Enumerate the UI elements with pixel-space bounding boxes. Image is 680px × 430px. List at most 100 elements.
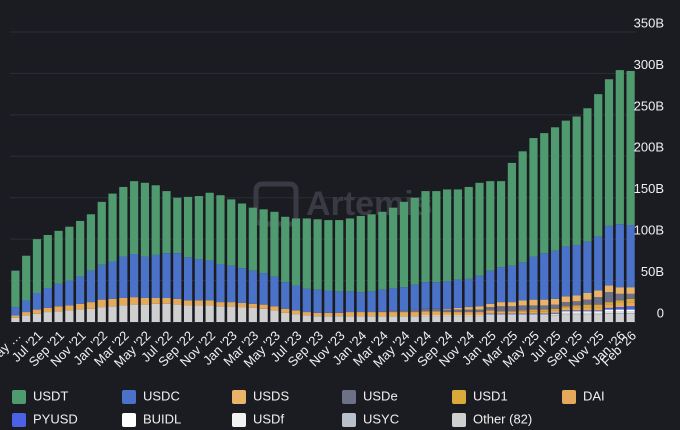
bar-segment [550,312,560,314]
bar-segment [486,303,495,308]
bar-segment [356,316,365,322]
bar-segment [97,201,106,265]
legend-label: PYUSD [33,411,78,426]
bar-segment [432,316,441,322]
bar-segment [583,307,592,311]
y-tick-label: 300B [634,57,664,72]
bar-segment [594,297,603,305]
bar-segment [464,309,473,313]
bar-segment [302,315,311,322]
bar-segment [529,256,538,300]
bar-segment [173,253,182,299]
bar-segment [583,304,592,308]
legend-label: USDC [143,388,180,403]
bar-segment [572,310,581,312]
bar-segment [615,311,624,313]
bar-segment [518,300,527,306]
bar-segment [486,315,495,322]
bar-segment [615,300,624,303]
bar-segment [237,203,247,269]
bar-segment [399,287,409,311]
bar-segment [216,195,225,264]
bar-segment [561,307,570,311]
bar-segment [540,299,549,306]
bar-segment [173,298,182,305]
bar-segment [615,293,624,301]
bar-segment [626,298,635,303]
bar-segment [86,214,96,271]
bar-segment [302,312,311,316]
bar-segment [583,299,592,305]
bar-segment [227,265,236,303]
bar-segment [464,316,473,322]
bar-segment [86,308,96,322]
bars [11,70,635,322]
bar-segment [583,310,592,312]
bar-segment [335,312,344,317]
bar-segment [291,218,301,286]
bar-segment [594,311,603,313]
bar-segment [464,186,473,279]
bar-segment [583,314,592,322]
bar-segment [604,311,614,313]
bar-segment [389,312,398,317]
bar-segment [518,305,527,311]
bar-segment [367,316,376,322]
bar-segment [518,313,527,315]
bar-segment [529,315,538,322]
bar-segment [248,207,257,271]
legend-swatch [12,390,26,404]
bar-segment [140,182,150,257]
bar-segment [421,311,430,316]
y-tick-label: 50B [641,264,664,279]
bar-segment [302,288,311,313]
bar-segment [367,312,376,317]
bar-segment [615,287,624,294]
bar-segment [572,307,581,311]
bar-segment [291,310,301,315]
bar-segment [108,261,117,299]
bar-segment [550,298,560,305]
bar-segment [604,304,614,308]
bar-segment [496,311,506,314]
bar-segment [626,312,635,314]
bar-segment [496,313,506,315]
bar-segment [475,275,484,307]
bar-segment [572,312,581,314]
bar-segment [356,312,365,317]
bar-segment [173,304,182,322]
bar-segment [237,302,247,308]
bar-segment [561,306,570,308]
bar-segment [291,285,301,311]
bar-segment [604,313,614,322]
bar-segment [464,312,473,316]
bar-segment [183,257,193,301]
bar-segment [324,290,333,313]
bar-segment [507,315,516,322]
bar-segment [162,253,171,298]
bar-segment [32,309,42,314]
bar-segment [464,307,473,310]
bar-segment [313,316,322,322]
bar-segment [604,292,614,303]
bar-segment [194,300,203,306]
bar-segment [550,310,560,313]
bar-segment [421,316,430,322]
bar-segment [65,305,74,311]
bar-segment [540,311,549,314]
bar-segment [151,254,160,298]
bar-segment [421,282,430,309]
bar-segment [604,285,614,293]
bar-segment [410,312,419,317]
legend-label: DAI [583,388,605,403]
bar-segment [561,310,570,312]
bar-segment [550,315,560,322]
bar-segment [259,304,268,309]
bar-segment [594,312,603,314]
bar-segment [270,306,279,311]
bar-segment [486,270,495,304]
bar-segment [65,280,74,306]
bar-segment [32,313,42,322]
bar-segment [550,308,560,311]
